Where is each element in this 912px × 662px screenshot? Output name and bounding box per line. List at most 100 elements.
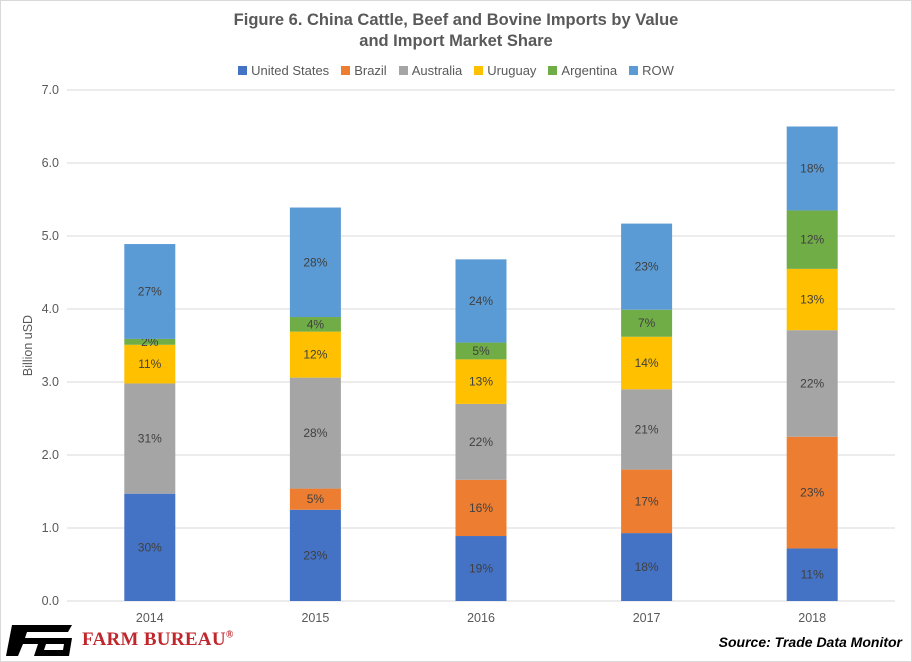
bar-segment (455, 342, 507, 360)
legend-item: Uruguay (474, 63, 536, 78)
bar-segment (621, 223, 673, 310)
legend-label: Australia (411, 63, 463, 78)
bar-segment (455, 259, 507, 343)
data-label: 23% (800, 486, 824, 500)
x-tick-label: 2016 (467, 611, 495, 625)
data-label: 17% (635, 494, 659, 508)
bar-segment (786, 210, 838, 269)
farm-bureau-logo-icon (6, 625, 72, 656)
chart-title-line-2: and Import Market Share (359, 32, 553, 50)
y-tick-label: 7.0 (42, 83, 59, 97)
bar-segment (289, 207, 341, 318)
chart-title: Figure 6. China Cattle, Beef and Bovine … (0, 10, 912, 52)
legend-item: United States (238, 63, 329, 78)
data-label: 30% (138, 540, 162, 554)
legend-swatch (341, 66, 351, 75)
bar-segment (621, 389, 673, 470)
legend-swatch (548, 66, 558, 75)
data-label: 12% (800, 233, 824, 247)
legend-swatch (629, 66, 639, 75)
bar-segment (786, 548, 838, 601)
y-axis-label: Billion uSD (21, 315, 35, 376)
bar-segment (124, 338, 176, 345)
bar-segment (289, 331, 341, 378)
data-label: 22% (469, 435, 493, 449)
legend-swatch (398, 66, 408, 75)
data-label: 4% (307, 317, 325, 331)
y-tick-label: 5.0 (42, 229, 59, 243)
bar-segment (621, 309, 673, 337)
legend-item: Australia (398, 63, 463, 78)
logo-text: FARM BUREAU (82, 629, 226, 650)
logo-registered-mark: ® (225, 629, 234, 641)
legend-item: ROW (629, 63, 674, 78)
bar-segment (455, 479, 507, 537)
legend-label: Uruguay (487, 63, 537, 78)
data-label: 27% (138, 284, 162, 298)
legend-label: ROW (642, 63, 674, 78)
bar-segment (621, 336, 673, 390)
data-label: 28% (303, 426, 327, 440)
y-tick-label: 2.0 (42, 448, 59, 462)
data-label: 11% (801, 568, 824, 582)
x-tick-label: 2017 (633, 611, 661, 625)
y-tick-label: 6.0 (42, 156, 59, 170)
bar-segment (786, 330, 838, 437)
legend-item: Argentina (548, 63, 617, 78)
bar-segment (455, 359, 507, 404)
bar-segment (621, 469, 673, 534)
bar-segment (289, 317, 341, 332)
bar-segment (786, 436, 838, 549)
y-tick-label: 1.0 (42, 521, 59, 535)
data-label: 14% (635, 356, 659, 370)
bar-segment (289, 488, 341, 510)
legend: United States Brazil Australia Uruguay Argen… (0, 63, 912, 78)
data-label: 11% (138, 357, 161, 371)
data-label: 16% (469, 501, 493, 515)
data-label: 5% (472, 344, 490, 358)
data-label: 24% (469, 294, 493, 308)
y-tick-label: 4.0 (42, 302, 59, 316)
data-label: 19% (469, 562, 493, 576)
data-label: 31% (138, 432, 162, 446)
bar-segment (455, 403, 507, 480)
bar-segment (786, 268, 838, 331)
data-label: 13% (469, 375, 493, 389)
legend-label: Argentina (561, 63, 618, 78)
bar-segment (124, 244, 176, 339)
data-label: 28% (303, 255, 327, 269)
bar-segment (289, 377, 341, 489)
chart-title-line-1: Figure 6. China Cattle, Beef and Bovine … (233, 11, 679, 29)
farm-bureau-logo-text: FARM BUREAU® (82, 629, 234, 651)
bar-segment (786, 126, 838, 211)
legend-item: Brazil (341, 63, 387, 78)
data-label: 12% (303, 348, 327, 362)
bar-segment (289, 509, 341, 601)
data-label: 7% (638, 316, 656, 330)
bar-segment (455, 536, 507, 601)
bar-segment (124, 383, 176, 494)
legend-swatch (238, 66, 248, 75)
x-tick-label: 2014 (136, 611, 164, 625)
data-label: 22% (800, 376, 824, 390)
data-label: 5% (307, 492, 325, 506)
legend-label: Brazil (354, 63, 387, 78)
legend-label: United States (251, 63, 330, 78)
farm-bureau-logo: FARM BUREAU® (6, 620, 234, 660)
data-label: 21% (635, 422, 659, 436)
y-tick-label: 0.0 (42, 594, 59, 608)
data-label: 18% (800, 161, 824, 175)
bar-segment (621, 533, 673, 601)
bar-segment (124, 344, 176, 384)
data-label: 23% (635, 260, 659, 274)
data-label: 13% (800, 293, 824, 307)
x-tick-label: 2018 (798, 611, 826, 625)
source-note: Source: Trade Data Monitor (718, 634, 902, 650)
data-label: 18% (635, 560, 659, 574)
data-label: 23% (303, 548, 327, 562)
legend-swatch (474, 66, 484, 75)
bar-segment (124, 493, 176, 601)
y-tick-label: 3.0 (42, 375, 59, 389)
x-tick-label: 2015 (301, 611, 329, 625)
